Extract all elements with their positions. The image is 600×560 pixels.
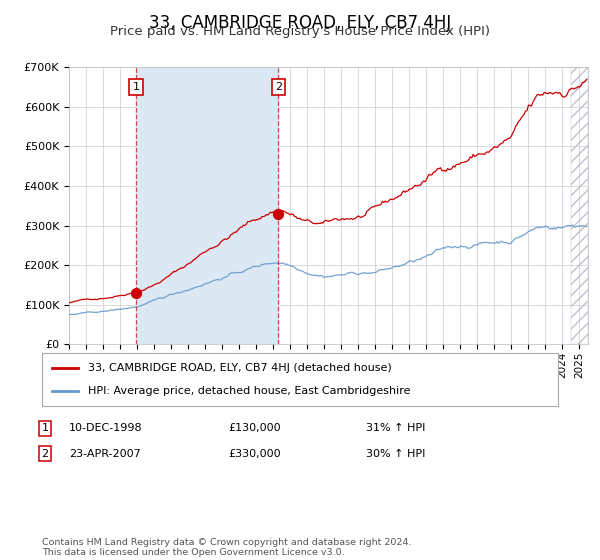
Text: 31% ↑ HPI: 31% ↑ HPI <box>366 423 425 433</box>
Text: 2: 2 <box>41 449 49 459</box>
Bar <box>571 67 588 344</box>
Text: 1: 1 <box>41 423 49 433</box>
Text: 2: 2 <box>275 82 282 92</box>
Text: £130,000: £130,000 <box>228 423 281 433</box>
Text: 10-DEC-1998: 10-DEC-1998 <box>69 423 143 433</box>
Text: 33, CAMBRIDGE ROAD, ELY, CB7 4HJ (detached house): 33, CAMBRIDGE ROAD, ELY, CB7 4HJ (detach… <box>88 363 392 373</box>
Text: 33, CAMBRIDGE ROAD, ELY, CB7 4HJ: 33, CAMBRIDGE ROAD, ELY, CB7 4HJ <box>149 14 451 32</box>
Point <box>131 288 141 297</box>
Point <box>274 209 283 218</box>
Text: £330,000: £330,000 <box>228 449 281 459</box>
Bar <box>136 67 278 344</box>
Text: HPI: Average price, detached house, East Cambridgeshire: HPI: Average price, detached house, East… <box>88 386 411 396</box>
Text: 23-APR-2007: 23-APR-2007 <box>69 449 141 459</box>
Text: 1: 1 <box>133 82 140 92</box>
Text: 30% ↑ HPI: 30% ↑ HPI <box>366 449 425 459</box>
Text: Contains HM Land Registry data © Crown copyright and database right 2024.
This d: Contains HM Land Registry data © Crown c… <box>42 538 412 557</box>
Text: Price paid vs. HM Land Registry's House Price Index (HPI): Price paid vs. HM Land Registry's House … <box>110 25 490 38</box>
